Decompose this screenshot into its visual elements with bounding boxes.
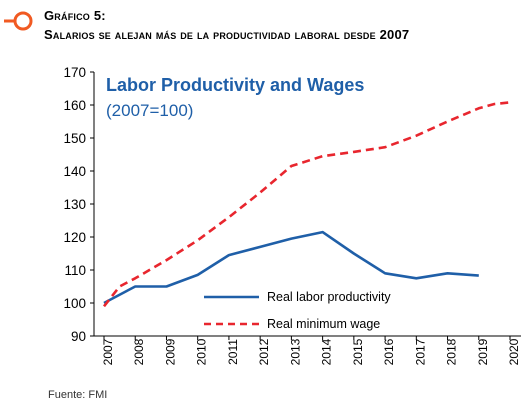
x-tick-label: 2016 [382,338,396,365]
series-line-wage [102,101,511,308]
figure-label: Gráfico 5: [44,8,106,23]
y-tick-label: 110 [64,263,86,278]
x-tick-label: 2010 [195,338,209,365]
chart-subtitle: (2007=100) [106,101,193,120]
x-tick-label: 2019 [476,338,490,365]
x-tick-label: 2012 [257,338,271,365]
figure-subtitle: Salarios se alejan más de la productivid… [44,27,410,42]
y-tick-label: 90 [71,329,86,344]
y-tick-label: 170 [63,65,86,80]
x-tick-label: 2014 [320,338,334,365]
x-tick-label: 2017 [413,338,427,365]
series-layer [102,101,511,308]
x-tick-label: 2015 [351,338,365,365]
series-line-productivity [103,230,479,305]
y-tick-label: 160 [63,98,86,113]
x-tick-label: 2011 [226,339,240,365]
y-tick-label: 130 [63,197,86,212]
x-tick-label: 2013 [288,338,302,365]
x-tick-label: 2020 [507,338,521,365]
x-axis: 2007 2008 2009 2010 2011 2012 2013 2014 2015 2016… [94,335,521,365]
legend: Real labor productivity Real minimum wag… [204,290,391,331]
y-tick-label: 150 [63,131,86,146]
source-note: Fuente: FMI [48,389,108,401]
y-tick-label: 100 [63,296,86,311]
x-tick-label: 2018 [445,338,459,365]
legend-label-productivity: Real labor productivity [267,290,391,304]
y-tick-label: 140 [63,164,86,179]
imf-logo-icon [4,11,33,31]
y-tick-label: 120 [63,230,86,245]
x-tick-label: 2007 [101,338,115,365]
x-tick-label: 2008 [132,338,146,365]
legend-label-wage: Real minimum wage [267,317,380,331]
chart-title: Labor Productivity and Wages [106,75,364,95]
y-axis: 90 100 110 120 130 140 150 160 170 [63,65,95,344]
x-tick-label: 2009 [163,338,177,365]
